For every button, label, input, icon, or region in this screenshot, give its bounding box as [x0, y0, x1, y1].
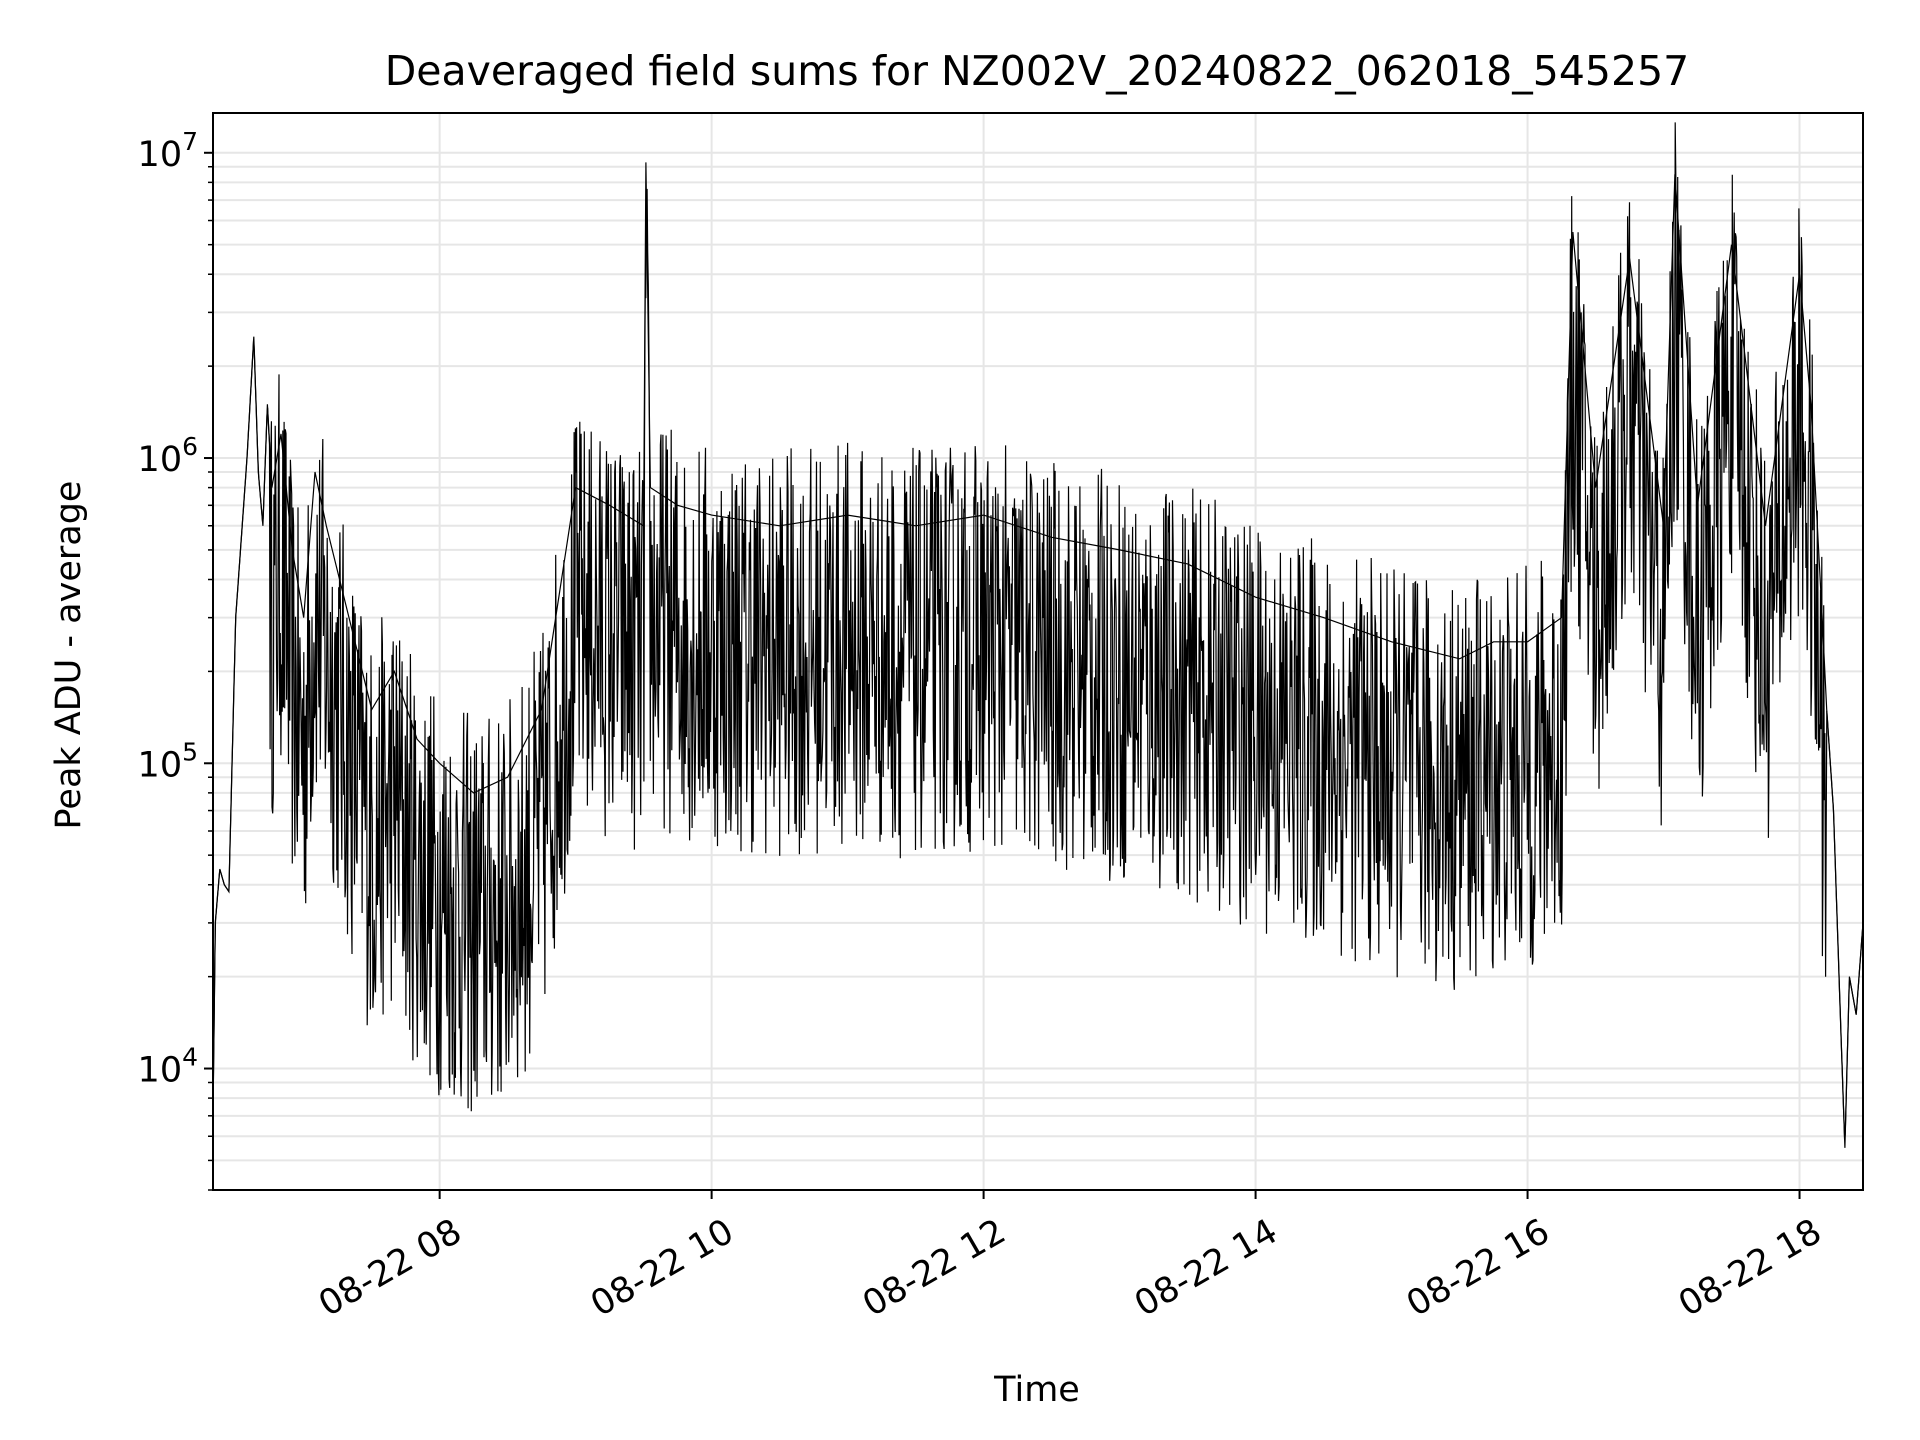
x-axis-label: Time — [993, 1370, 1080, 1410]
x-tick-label: 08-22 16 — [1400, 1212, 1556, 1325]
chart-title: Deaveraged field sums for NZ002V_2024082… — [385, 47, 1690, 95]
x-tick-label: 08-22 18 — [1672, 1212, 1828, 1325]
x-tick-label: 08-22 12 — [856, 1212, 1012, 1325]
y-tick-label: 105 — [138, 737, 198, 785]
y-axis-label: Peak ADU - average — [49, 481, 89, 830]
y-tick-label: 104 — [138, 1043, 198, 1091]
data-series — [212, 122, 1864, 1148]
data-line — [212, 122, 1864, 1140]
x-tick-label: 08-22 08 — [312, 1212, 468, 1325]
plot-area-frame — [212, 112, 1864, 1191]
y-tick-label: 106 — [138, 432, 198, 480]
x-tick-label: 08-22 10 — [584, 1212, 740, 1325]
y-tick-label: 107 — [138, 127, 198, 175]
x-tick-label: 08-22 14 — [1128, 1212, 1284, 1325]
data-line-anchors — [212, 162, 1864, 1148]
